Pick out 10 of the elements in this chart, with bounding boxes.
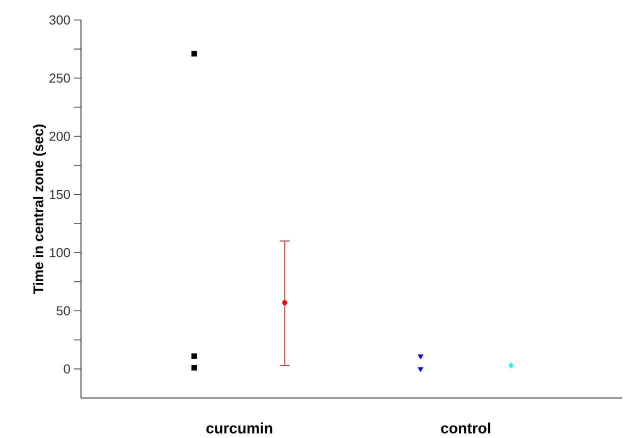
y-tick-label: 150: [50, 190, 70, 200]
y-tick-label: 50: [56, 306, 70, 316]
y-axis-title: Time in central zone (sec): [33, 124, 46, 294]
y-tick-label: 250: [50, 74, 70, 83]
y-tick-label: 100: [50, 248, 70, 258]
x-tick-label: curcumin: [206, 422, 272, 434]
y-tick-label: 0: [64, 364, 70, 374]
y-tick-label: 300: [49, 15, 70, 25]
y-tick-label: 200: [50, 132, 70, 141]
x-tick-label: control: [441, 422, 490, 434]
